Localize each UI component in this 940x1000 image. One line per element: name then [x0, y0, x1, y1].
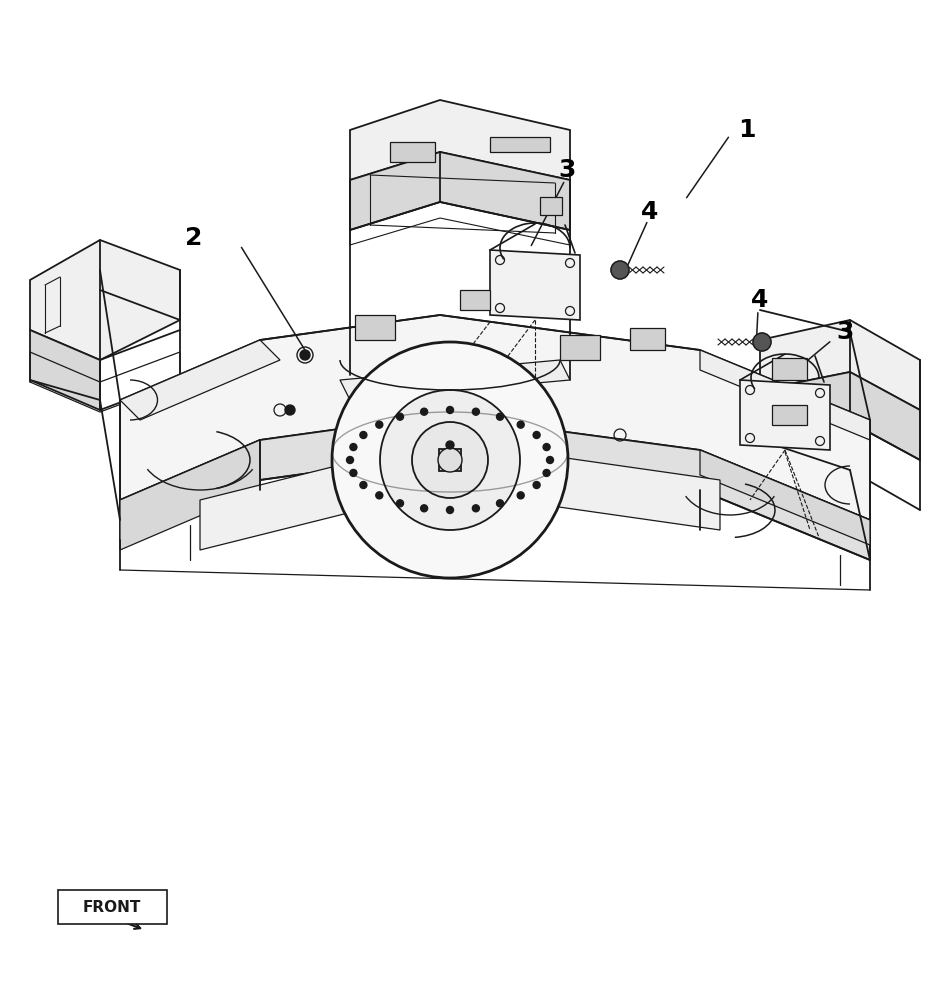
Circle shape — [446, 441, 454, 449]
Text: 1: 1 — [738, 118, 756, 142]
Circle shape — [350, 469, 357, 476]
Circle shape — [611, 261, 629, 279]
Circle shape — [420, 505, 428, 512]
Circle shape — [753, 333, 771, 351]
Text: FRONT: FRONT — [83, 900, 141, 914]
Circle shape — [496, 500, 504, 507]
Polygon shape — [700, 350, 870, 440]
Circle shape — [376, 492, 383, 499]
Circle shape — [543, 444, 550, 451]
Polygon shape — [120, 440, 260, 550]
Circle shape — [376, 421, 383, 428]
Bar — [390, 142, 435, 162]
Circle shape — [397, 500, 403, 507]
Circle shape — [438, 448, 462, 472]
Polygon shape — [740, 380, 830, 450]
Circle shape — [517, 421, 525, 428]
Bar — [630, 328, 665, 350]
Polygon shape — [490, 250, 580, 320]
Polygon shape — [30, 330, 100, 410]
Circle shape — [446, 506, 453, 514]
Circle shape — [543, 469, 550, 476]
Bar — [560, 335, 600, 360]
Bar — [490, 137, 550, 152]
Bar — [772, 358, 807, 380]
Bar — [460, 290, 490, 310]
Circle shape — [517, 492, 525, 499]
Circle shape — [420, 408, 428, 415]
Polygon shape — [760, 320, 920, 410]
Polygon shape — [120, 315, 870, 520]
Circle shape — [446, 406, 453, 414]
Text: 3: 3 — [558, 158, 575, 182]
Polygon shape — [30, 240, 180, 360]
Circle shape — [546, 456, 554, 464]
Polygon shape — [350, 100, 570, 180]
Bar — [439, 449, 461, 471]
Circle shape — [332, 342, 568, 578]
Circle shape — [360, 482, 367, 488]
Polygon shape — [200, 440, 720, 550]
Text: 4: 4 — [641, 200, 659, 224]
Circle shape — [347, 456, 353, 464]
Bar — [772, 405, 807, 425]
Polygon shape — [340, 360, 570, 400]
Polygon shape — [120, 340, 280, 420]
Circle shape — [285, 405, 295, 415]
Text: 2: 2 — [185, 226, 202, 250]
Text: 4: 4 — [751, 288, 769, 312]
Circle shape — [412, 422, 488, 498]
Polygon shape — [350, 152, 570, 230]
Polygon shape — [760, 372, 920, 460]
Circle shape — [473, 408, 479, 415]
Polygon shape — [700, 450, 870, 545]
FancyBboxPatch shape — [58, 890, 167, 924]
Text: 3: 3 — [836, 320, 854, 344]
Circle shape — [473, 505, 479, 512]
Circle shape — [533, 432, 540, 438]
Circle shape — [397, 413, 403, 420]
Circle shape — [350, 444, 357, 451]
Circle shape — [533, 482, 540, 488]
Bar — [355, 315, 395, 340]
Circle shape — [380, 390, 520, 530]
Bar — [540, 197, 562, 215]
Circle shape — [496, 413, 504, 420]
Circle shape — [360, 432, 367, 438]
Circle shape — [300, 350, 310, 360]
Polygon shape — [120, 415, 870, 560]
